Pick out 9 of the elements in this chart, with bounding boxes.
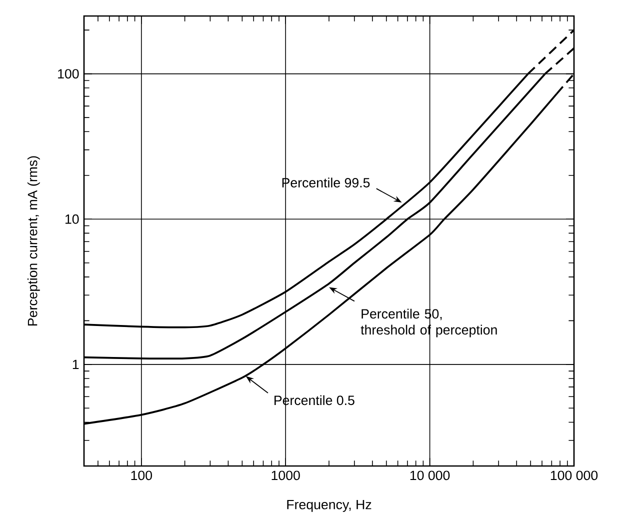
x-axis-title: Frequency, Hz [287, 500, 372, 512]
y-tick-label: 1 [72, 360, 79, 370]
x-tick-label: 100 000 [550, 470, 598, 480]
y-tick-label: 10 [65, 214, 79, 224]
x-tick-label: 100 [131, 470, 152, 480]
x-tick-label: 1000 [272, 470, 300, 480]
y-axis-title: Perception current, mA (rms) [27, 156, 40, 326]
y-tick-label: 100 [58, 69, 79, 79]
x-tick-label: 10 000 [410, 470, 450, 480]
